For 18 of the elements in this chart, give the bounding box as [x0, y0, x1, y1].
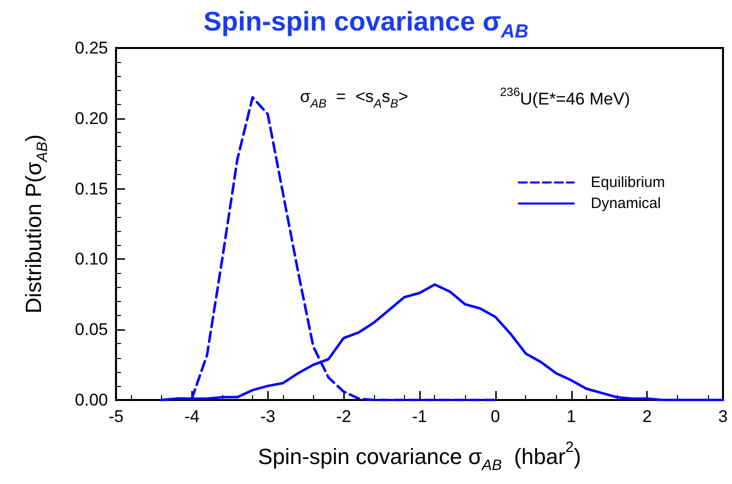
- legend-label: Equilibrium: [590, 174, 666, 191]
- x-tick-label: -5: [108, 407, 124, 426]
- y-tick-label: 0.10: [74, 250, 108, 269]
- y-tick-label: 0.00: [74, 390, 108, 410]
- y-tick-label: 0.25: [74, 38, 108, 58]
- x-tick-label: -4: [184, 407, 200, 426]
- y-axis-title: Distribution P(σAB): [21, 134, 51, 314]
- x-tick-label: -2: [336, 407, 352, 426]
- x-tick-label: 1: [566, 407, 576, 426]
- y-tick-label: 0.15: [74, 179, 108, 198]
- x-tick-label: -1: [412, 407, 428, 426]
- x-tick-label: -3: [260, 407, 276, 426]
- x-tick-label: 3: [718, 407, 728, 426]
- x-tick-label: 0: [490, 407, 500, 426]
- legend-label: Dynamical: [590, 195, 661, 212]
- y-tick-label: 0.20: [74, 108, 108, 128]
- x-tick-label: 2: [642, 407, 652, 426]
- y-tick-label: 0.05: [74, 320, 108, 340]
